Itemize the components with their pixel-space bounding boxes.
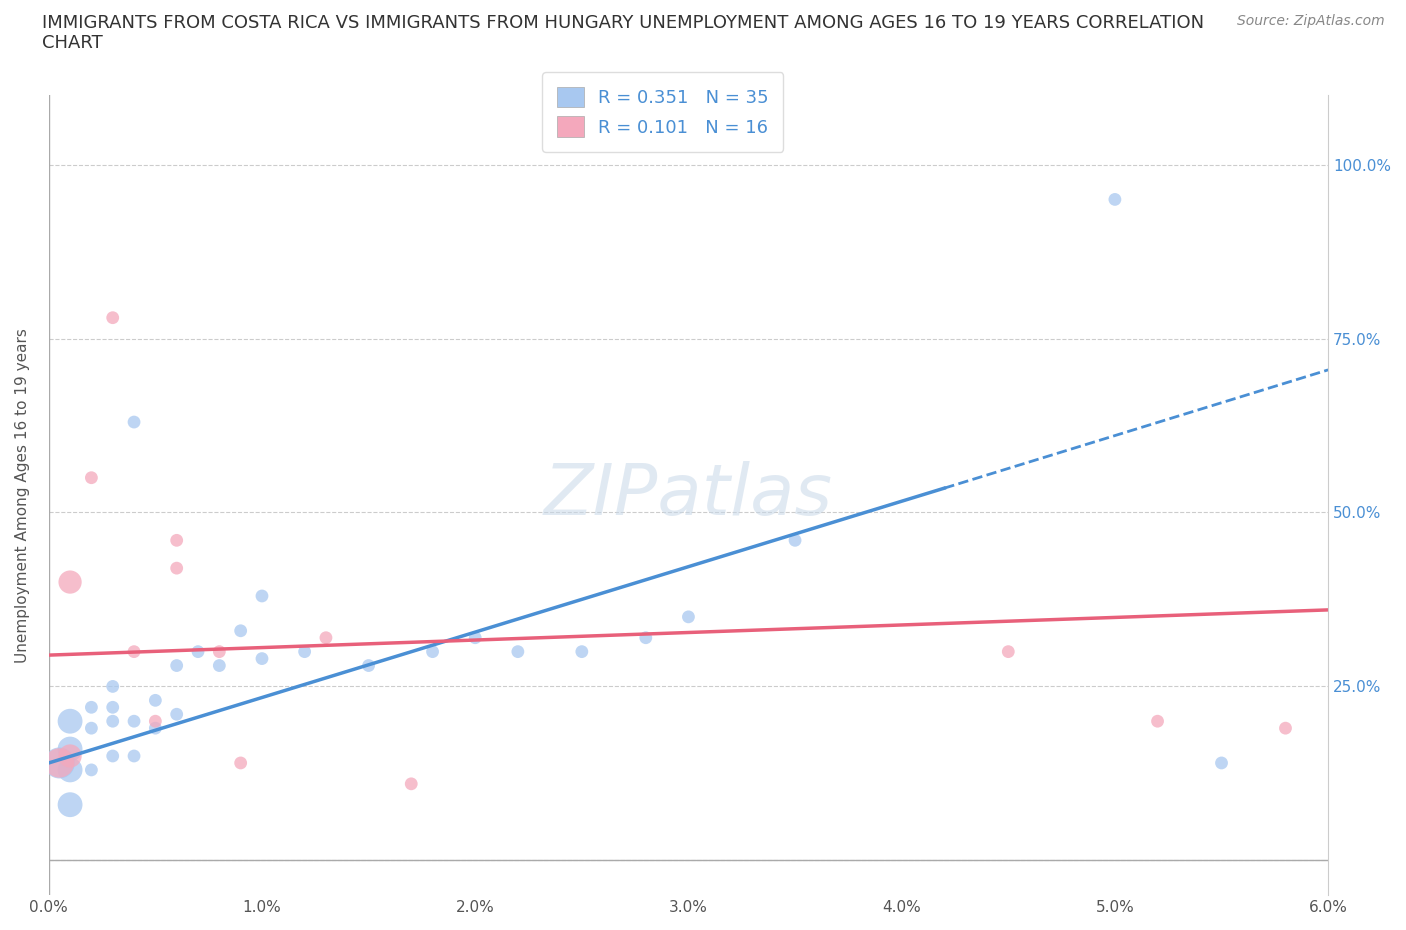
Point [229, 623, 252, 638]
Point [145, 693, 167, 708]
Point [122, 713, 145, 728]
Y-axis label: Unemployment Among Ages 16 to 19 years: Unemployment Among Ages 16 to 19 years [15, 327, 30, 662]
Point [1146, 713, 1168, 728]
Point [101, 749, 124, 764]
Point [1274, 721, 1296, 736]
Text: Source: ZipAtlas.com: Source: ZipAtlas.com [1237, 14, 1385, 28]
Point [59, 575, 82, 590]
Point [315, 631, 337, 645]
Point [122, 415, 145, 430]
Point [145, 713, 167, 728]
Point [101, 700, 124, 715]
Point [59, 741, 82, 756]
Point [1211, 755, 1233, 770]
Point [59, 749, 82, 764]
Point [357, 658, 380, 673]
Point [122, 644, 145, 659]
Text: IMMIGRANTS FROM COSTA RICA VS IMMIGRANTS FROM HUNGARY UNEMPLOYMENT AMONG AGES 16: IMMIGRANTS FROM COSTA RICA VS IMMIGRANTS… [42, 14, 1205, 32]
Point [145, 721, 167, 736]
Point [80, 721, 103, 736]
Point [166, 561, 188, 576]
Point [122, 749, 145, 764]
Point [464, 631, 486, 645]
Point [506, 644, 529, 659]
Legend: R = 0.351   N = 35, R = 0.101   N = 16: R = 0.351 N = 35, R = 0.101 N = 16 [543, 73, 783, 152]
Text: ZIPatlas: ZIPatlas [544, 460, 832, 529]
Point [399, 777, 422, 791]
Point [48, 755, 70, 770]
Point [80, 471, 103, 485]
Point [250, 651, 273, 666]
Point [783, 533, 806, 548]
Text: CHART: CHART [42, 34, 103, 52]
Point [208, 644, 231, 659]
Point [208, 658, 231, 673]
Point [80, 700, 103, 715]
Point [166, 533, 188, 548]
Point [1104, 192, 1126, 206]
Point [80, 763, 103, 777]
Point [294, 644, 316, 659]
Point [187, 644, 209, 659]
Point [422, 644, 444, 659]
Point [59, 713, 82, 728]
Point [101, 311, 124, 325]
Point [166, 707, 188, 722]
Point [59, 797, 82, 812]
Point [571, 644, 593, 659]
Point [634, 631, 657, 645]
Point [997, 644, 1019, 659]
Point [229, 755, 252, 770]
Point [101, 713, 124, 728]
Point [678, 609, 700, 624]
Point [166, 658, 188, 673]
Point [48, 755, 70, 770]
Point [59, 763, 82, 777]
Point [101, 679, 124, 694]
Point [250, 589, 273, 604]
